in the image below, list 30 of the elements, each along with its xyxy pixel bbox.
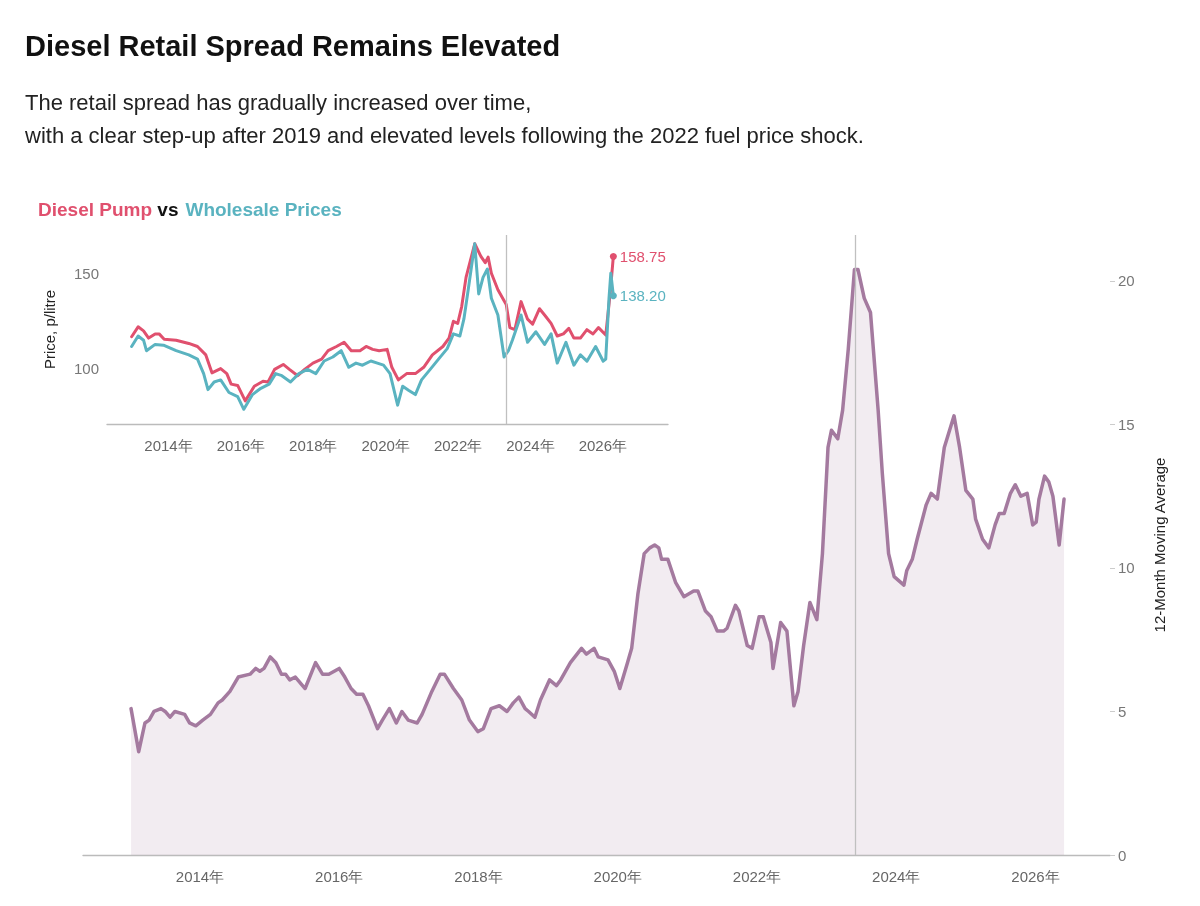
- x-tick-label: 2024年: [506, 437, 555, 454]
- y-tick-label: 5: [1118, 702, 1127, 720]
- text: Diesel Pump: [38, 199, 153, 220]
- x-tick-label: 2020年: [593, 868, 642, 885]
- x-tick-label: 2026年: [1011, 868, 1060, 885]
- x-tick-label: 2018年: [289, 437, 338, 454]
- x-tick-label: 2014年: [144, 437, 193, 454]
- y-tick-label: 150: [73, 264, 99, 282]
- data-label: 138.20: [619, 287, 666, 305]
- x-tick-label: 2022年: [732, 868, 782, 885]
- x-tick-label: 2026年: [578, 437, 628, 454]
- x-tick-label: 2024年: [872, 868, 921, 885]
- x-tick-label: 2022年: [433, 437, 483, 454]
- x-tick-label: 2016年: [216, 437, 266, 454]
- y-tick-label: 10: [1118, 559, 1135, 577]
- chart-subtitle: The retail spread has gradually increased over time, with a clear step-up after 2019 and elevated levels following the 2022 fuel price shock.: [24, 90, 864, 148]
- y-axis-title: 12-Month Moving Average: [1151, 457, 1168, 633]
- y-tick-label: 0: [1118, 846, 1127, 864]
- y-tick-label: 100: [73, 360, 99, 378]
- y-tick-label: 20: [1118, 272, 1135, 290]
- x-tick-label: 2014年: [175, 868, 225, 885]
- y-axis-title: Price, p/litre: [41, 289, 58, 370]
- text: Wholesale Prices: [185, 199, 342, 220]
- x-tick-label: 2020年: [361, 437, 410, 454]
- x-tick-label: 2016年: [315, 868, 364, 885]
- chart-title: vs: [152, 199, 179, 220]
- y-tick-label: 15: [1118, 415, 1135, 433]
- x-tick-label: 2018年: [454, 868, 503, 885]
- data-label: 158.75: [619, 247, 666, 265]
- chart-title: Diesel Retail Spread Remains Elevated: [25, 29, 561, 62]
